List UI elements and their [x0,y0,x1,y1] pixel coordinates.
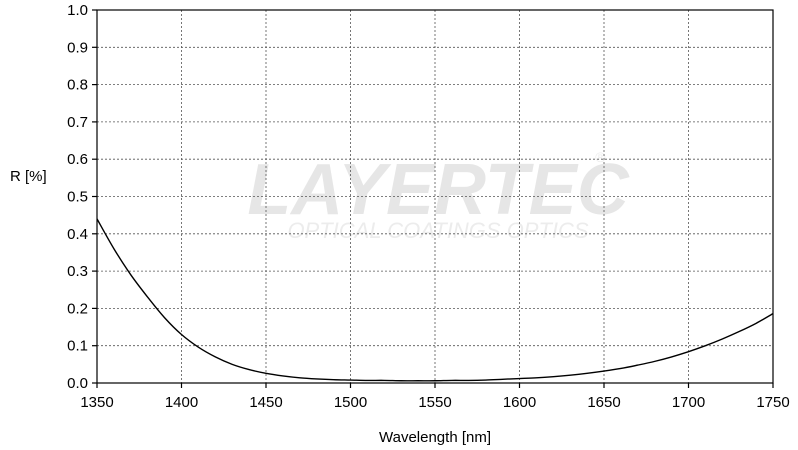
x-tick-label: 1650 [587,394,620,411]
x-tick-label: 1350 [80,394,113,411]
reflectance-curve [96,218,774,382]
y-tick-label: 0.7 [67,114,88,131]
x-tick-label: 1750 [756,394,789,411]
watermark-brand: LAYERTEC [247,150,629,230]
x-tick-label: 1400 [165,394,198,411]
x-tick-label: 1700 [672,394,705,411]
y-tick-label: 1.0 [67,2,88,19]
y-tick-labels: 0.0 0.1 0.2 0.3 0.4 0.5 0.6 0.7 0.8 0.9 1.0 [67,2,88,392]
y-axis-label: R [%] [10,168,47,185]
y-tick-label: 0.5 [67,189,88,206]
watermark-registered: ® [595,149,606,165]
grid-lines [97,10,773,383]
y-tick-label: 0.1 [67,338,88,355]
x-axis-label: Wavelength [nm] [379,429,491,446]
y-tick-label: 0.6 [67,151,88,168]
x-tick-label: 1450 [249,394,282,411]
x-tick-label: 1500 [334,394,367,411]
y-tick-label: 0.4 [67,226,88,243]
y-tick-label: 0.3 [67,263,88,280]
watermark-tagline: OPTICAL COATINGS OPTICS [287,218,588,243]
watermark-logo: LAYERTEC ® OPTICAL COATINGS OPTICS [247,149,629,243]
y-tick-label: 0.2 [67,300,88,317]
y-tick-label: 0.9 [67,39,88,56]
x-tick-labels: 1350 1400 1450 1500 1550 1600 1650 1700 1750 [80,394,789,411]
y-tick-label: 0.0 [67,375,88,392]
axis-ticks [92,9,774,388]
y-tick-label: 0.8 [67,77,88,94]
x-tick-label: 1550 [418,394,451,411]
x-tick-label: 1600 [503,394,536,411]
